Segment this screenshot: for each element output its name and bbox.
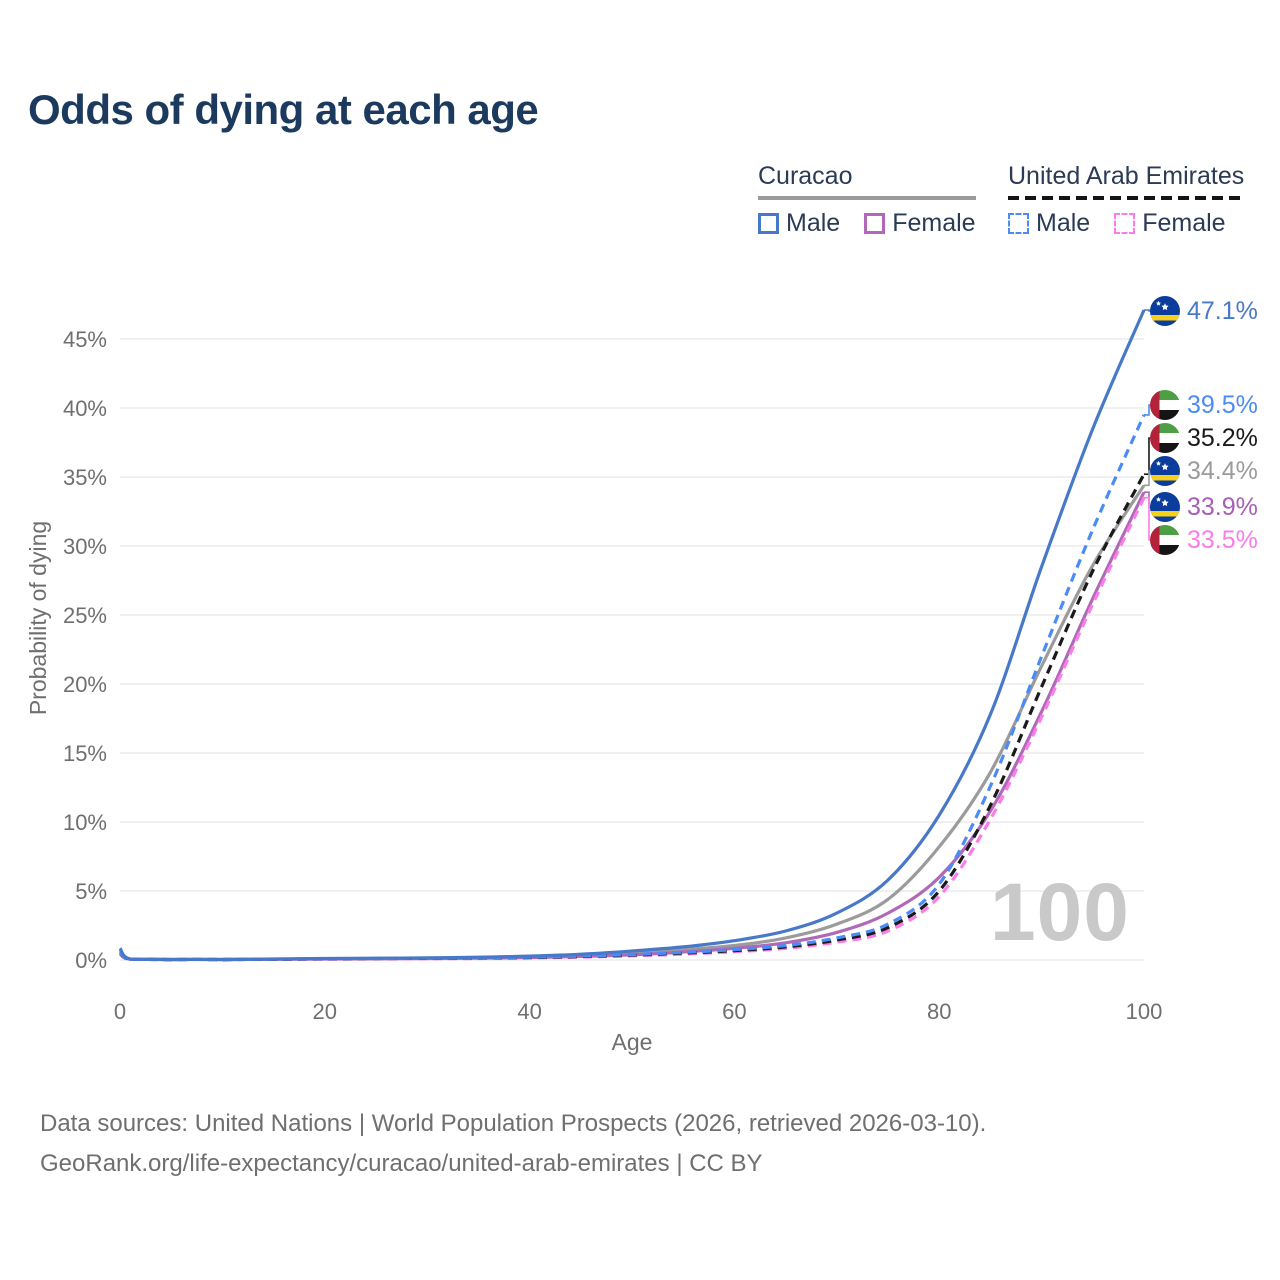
legend-group-curacao: Curacao Male Female <box>758 162 976 238</box>
end-label-value: 33.9% <box>1187 492 1258 521</box>
y-tick-label: 10% <box>63 810 107 835</box>
y-tick-label: 45% <box>63 327 107 352</box>
legend-group-uae: United Arab Emirates Male Female <box>1008 162 1245 238</box>
legend-item-uae-female[interactable]: Female <box>1114 209 1226 238</box>
x-axis-title: Age <box>612 1029 653 1055</box>
y-tick-label: 35% <box>63 465 107 490</box>
y-tick-label: 5% <box>75 879 107 904</box>
x-tick-label: 0 <box>114 999 126 1024</box>
legend-header-curacao[interactable]: Curacao <box>758 162 853 190</box>
legend-item-label: Female <box>892 209 976 237</box>
curacao-male-swatch <box>758 213 779 234</box>
end-label-curacao-total: 34.4% <box>1150 454 1258 488</box>
end-label-value: 39.5% <box>1187 390 1258 419</box>
end-label-uae-total: 35.2% <box>1150 421 1258 455</box>
uae-total-line-swatch <box>1008 196 1245 200</box>
uae-flag-icon <box>1150 390 1180 420</box>
age-hover-readout: 100 <box>990 867 1130 958</box>
x-tick-label: 40 <box>517 999 541 1024</box>
legend-item-curacao-male[interactable]: Male <box>758 209 840 238</box>
attribution-text: GeoRank.org/life-expectancy/curacao/unit… <box>40 1150 763 1177</box>
series-line-uae-total[interactable] <box>118 473 1146 962</box>
legend-item-curacao-female[interactable]: Female <box>864 209 976 238</box>
y-tick-label: 20% <box>63 672 107 697</box>
x-tick-label: 80 <box>927 999 951 1024</box>
uae-female-swatch <box>1114 213 1136 234</box>
end-label-value: 47.1% <box>1187 296 1258 325</box>
uae-flag-icon <box>1150 423 1180 453</box>
legend-header-uae[interactable]: United Arab Emirates <box>1008 162 1245 190</box>
end-label-value: 34.4% <box>1187 456 1258 485</box>
page-title: Odds of dying at each age <box>28 86 539 133</box>
data-sources-text: Data sources: United Nations | World Pop… <box>40 1110 987 1137</box>
end-label-uae-male: 39.5% <box>1150 388 1258 422</box>
curacao-total-line-swatch <box>758 196 976 200</box>
y-tick-label: 30% <box>63 534 107 559</box>
legend-item-label: Male <box>1036 209 1091 237</box>
y-tick-label: 40% <box>63 396 107 421</box>
legend-item-label: Male <box>786 209 841 237</box>
y-tick-label: 15% <box>63 741 107 766</box>
end-label-uae-female: 33.5% <box>1150 523 1258 557</box>
end-label-curacao-male: 47.1% <box>1150 294 1258 328</box>
legend-item-uae-male[interactable]: Male <box>1008 209 1090 238</box>
y-axis-title: Probability of dying <box>25 521 51 715</box>
curacao-flag-icon <box>1150 492 1180 522</box>
x-tick-label: 60 <box>722 999 746 1024</box>
y-tick-label: 0% <box>75 948 107 973</box>
uae-male-swatch <box>1008 213 1029 234</box>
curacao-flag-icon <box>1150 456 1180 486</box>
legend-item-label: Female <box>1142 209 1226 237</box>
x-tick-label: 100 <box>1126 999 1163 1024</box>
curacao-female-swatch <box>864 213 886 234</box>
uae-flag-icon <box>1150 525 1180 555</box>
series-line-uae-male[interactable] <box>118 414 1146 962</box>
end-label-value: 33.5% <box>1187 525 1258 554</box>
end-label-curacao-female: 33.9% <box>1150 490 1258 524</box>
series-line-curacao-male[interactable] <box>118 309 1146 962</box>
end-label-value: 35.2% <box>1187 423 1258 452</box>
curacao-flag-icon <box>1150 296 1180 326</box>
x-tick-label: 20 <box>313 999 337 1024</box>
y-tick-label: 25% <box>63 603 107 628</box>
